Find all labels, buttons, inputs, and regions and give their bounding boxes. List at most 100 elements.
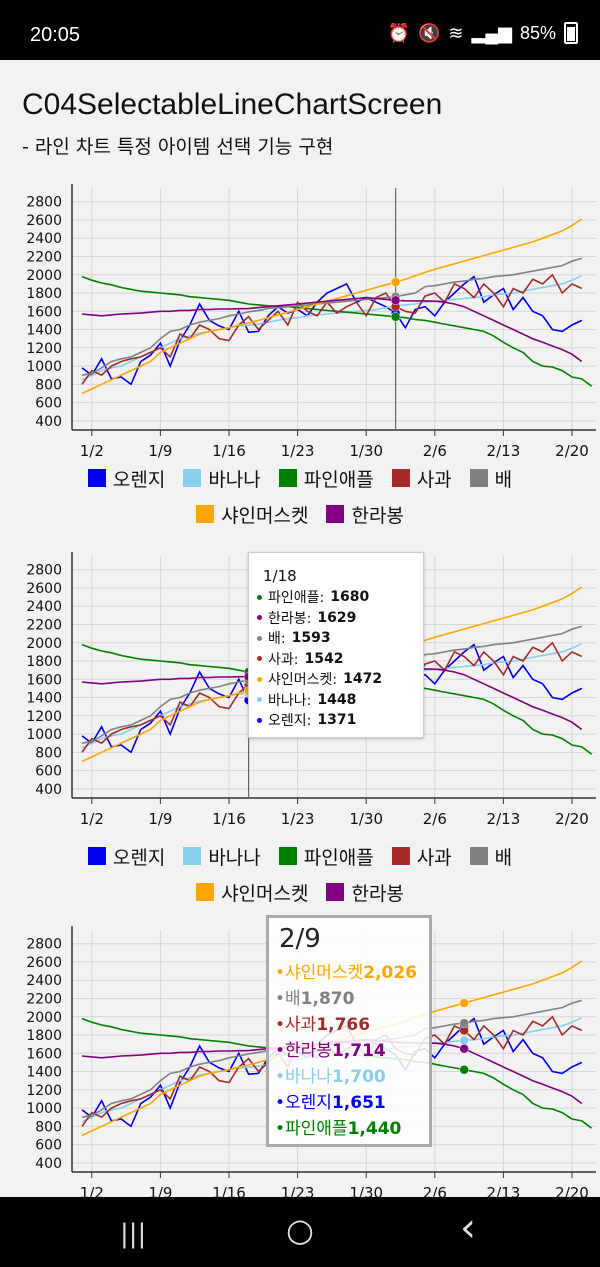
legend-label: 배 xyxy=(494,468,513,491)
tooltip-row: •바나나1,700 xyxy=(275,1062,386,1087)
tooltip-row: 오렌지: 1371 xyxy=(257,710,356,730)
tooltip-series-name: 오렌지: xyxy=(268,713,312,729)
y-tick-label: 1600 xyxy=(26,304,62,320)
y-tick-label: 600 xyxy=(35,396,62,412)
x-tick-label: 1/2 xyxy=(80,810,104,828)
y-tick-label: 400 xyxy=(35,782,62,798)
series-line-오렌지 xyxy=(81,275,583,386)
status-time: 20:05 xyxy=(30,24,81,46)
x-tick-label: 1/9 xyxy=(148,810,172,828)
y-tick-label: 1200 xyxy=(26,341,62,357)
legend-item[interactable]: 배 xyxy=(469,843,512,870)
legend-item[interactable]: 한라봉 xyxy=(326,501,404,528)
x-tick-label: 2/6 xyxy=(423,810,447,828)
x-tick-label: 1/9 xyxy=(148,442,172,460)
y-tick-label: 600 xyxy=(35,764,62,780)
x-tick-label: 2/6 xyxy=(423,442,447,460)
tooltip-row: 배: 1593 xyxy=(257,628,331,648)
selection-point-샤인머스켓 xyxy=(459,998,469,1008)
legend-item[interactable]: 파인애플 xyxy=(278,465,374,492)
tooltip-dot xyxy=(257,676,262,682)
tooltip-series-value: 1593 xyxy=(291,630,331,646)
series-line-한라봉 xyxy=(81,296,583,363)
legend-item[interactable]: 바나나 xyxy=(183,843,261,870)
legend-label: 샤인머스켓 xyxy=(221,882,309,905)
tooltip-series-name: •한라봉 xyxy=(275,1041,332,1061)
tooltip-series-name: •샤인머스켓 xyxy=(275,963,364,983)
y-tick-label: 400 xyxy=(35,1156,62,1172)
legend-item[interactable]: 바나나 xyxy=(183,465,261,492)
wifi-icon: ≋ xyxy=(448,22,464,43)
x-tick-label: 1/16 xyxy=(212,810,246,828)
legend-label: 사과 xyxy=(416,468,452,491)
legend-swatch xyxy=(87,469,106,487)
battery-percent: 85% xyxy=(519,22,556,43)
x-tick-label: 1/16 xyxy=(212,1184,246,1197)
tooltip-series-value: 2,026 xyxy=(363,963,418,983)
selection-point-파인애플 xyxy=(390,312,401,322)
alarm-icon: ⏰ xyxy=(387,22,410,43)
legend-swatch xyxy=(196,505,215,523)
y-tick-label: 2200 xyxy=(26,249,62,265)
y-tick-label: 1200 xyxy=(26,1083,62,1099)
tooltip-series-value: 1542 xyxy=(304,650,344,667)
y-tick-label: 2000 xyxy=(26,268,62,284)
y-tick-label: 1400 xyxy=(26,323,62,339)
tooltip-series-name: •파인애플 xyxy=(275,1119,348,1139)
legend-item[interactable]: 사과 xyxy=(391,843,452,870)
mute-icon: 🔇 xyxy=(418,22,441,43)
tooltip-dot xyxy=(257,594,262,600)
tooltip-dot xyxy=(257,717,262,723)
y-tick-label: 600 xyxy=(35,1138,62,1154)
legend-label: 한라봉 xyxy=(351,882,404,905)
legend-swatch xyxy=(183,847,202,865)
tooltip-series-name: •사과 xyxy=(275,1015,317,1035)
home-button[interactable]: ○ xyxy=(286,1211,314,1249)
y-tick-label: 1800 xyxy=(26,286,62,302)
legend-label: 바나나 xyxy=(208,846,261,869)
x-tick-label: 2/20 xyxy=(555,442,589,460)
legend-item[interactable]: 샤인머스켓 xyxy=(196,501,308,528)
line-chart-1[interactable]: 400 600 800 1000 1200 1400 1600 1800 2000 2200 240… xyxy=(0,178,600,468)
y-tick-label: 2600 xyxy=(26,213,62,229)
legend-item[interactable]: 샤인머스켓 xyxy=(196,879,308,906)
x-tick-label: 1/23 xyxy=(281,810,315,828)
y-tick-label: 1400 xyxy=(26,691,62,707)
recent-apps-button[interactable]: ||| xyxy=(120,1219,147,1249)
tooltip-row: •사과1,766 xyxy=(275,1010,370,1035)
y-tick-label: 1000 xyxy=(26,727,62,743)
legend-item[interactable]: 오렌지 xyxy=(87,465,165,492)
tooltip-series-value: 1,714 xyxy=(331,1041,386,1061)
y-tick-label: 1800 xyxy=(26,1028,62,1044)
y-tick-label: 400 xyxy=(35,414,62,430)
legend-swatch xyxy=(391,469,410,487)
y-tick-label: 1000 xyxy=(26,1101,62,1117)
tooltip-series-value: 1,651 xyxy=(331,1093,386,1113)
legend-label: 사과 xyxy=(416,846,452,869)
legend-item[interactable]: 사과 xyxy=(391,465,452,492)
legend-item[interactable]: 한라봉 xyxy=(326,879,404,906)
legend-swatch xyxy=(469,847,488,865)
legend-label: 파인애플 xyxy=(303,468,374,491)
legend-label: 한라봉 xyxy=(351,504,404,527)
y-tick-label: 2000 xyxy=(26,1010,62,1026)
tooltip-series-value: 1,870 xyxy=(300,989,355,1009)
tooltip-row: •오렌지1,651 xyxy=(275,1088,386,1113)
selection-point-샤인머스켓 xyxy=(390,277,401,287)
legend-swatch xyxy=(469,469,488,487)
legend-item[interactable]: 파인애플 xyxy=(278,843,374,870)
legend-label: 바나나 xyxy=(208,468,261,491)
y-tick-label: 2800 xyxy=(26,563,62,579)
tooltip-row: •한라봉1,714 xyxy=(275,1036,386,1061)
tooltip-date: 2/9 xyxy=(279,924,321,954)
tooltip-series-name: •배 xyxy=(275,989,301,1009)
legend-item[interactable]: 배 xyxy=(469,465,513,492)
y-tick-label: 2200 xyxy=(26,991,62,1007)
tooltip-series-name: 샤인머스켓: xyxy=(268,672,338,688)
status-icons: ⏰ 🔇 ≋ ▂▄▆ 85% xyxy=(388,22,578,44)
battery-icon xyxy=(564,22,578,44)
legend-item[interactable]: 오렌지 xyxy=(87,843,165,870)
back-button[interactable]: ‹ xyxy=(460,1205,476,1251)
tooltip-series-value: 1,766 xyxy=(316,1015,371,1035)
